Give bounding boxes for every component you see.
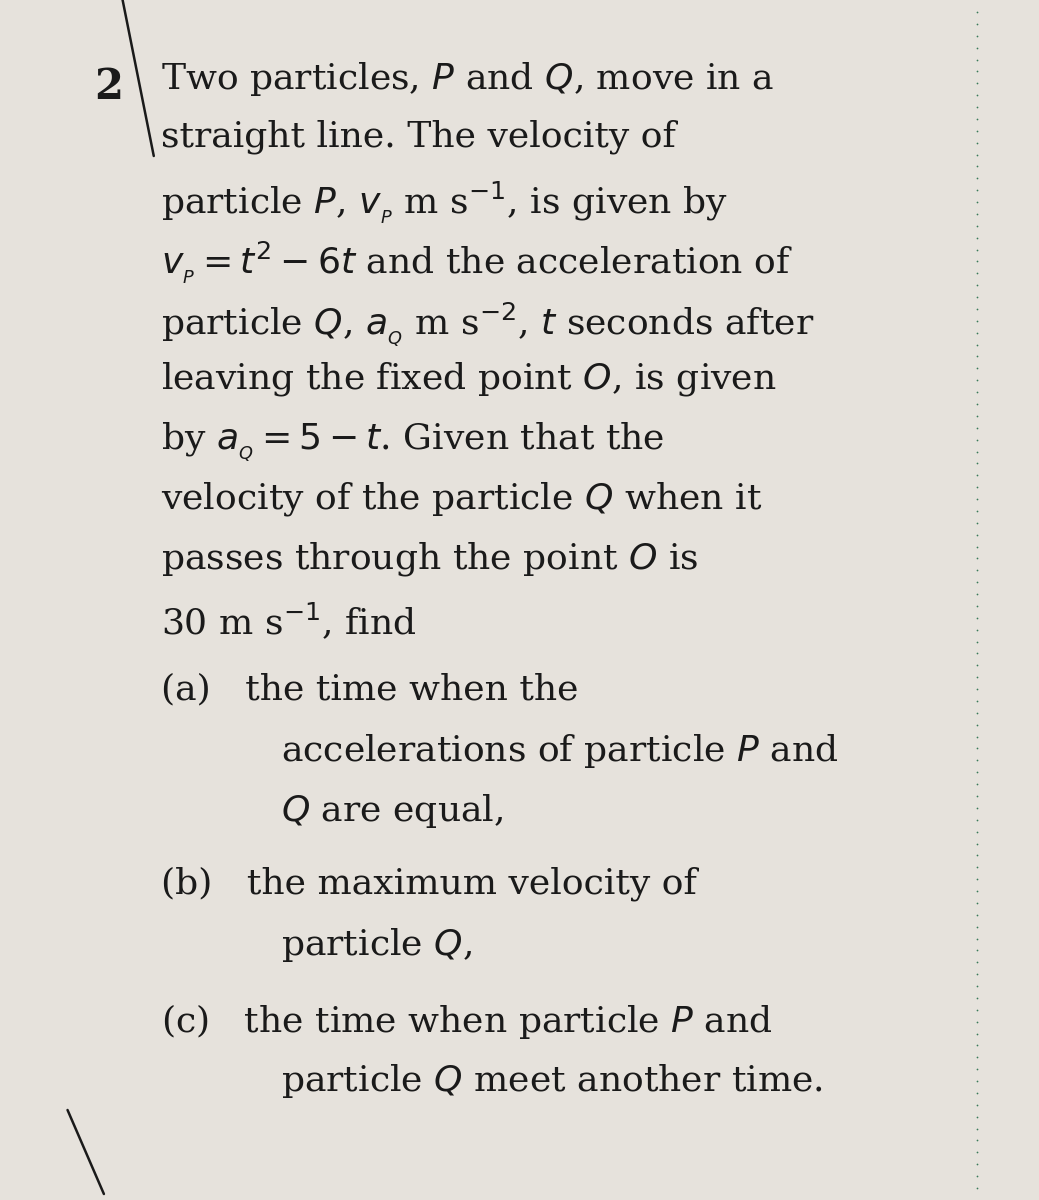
Text: particle $Q$ meet another time.: particle $Q$ meet another time. (281, 1062, 823, 1100)
Text: particle $Q$,: particle $Q$, (281, 926, 472, 965)
Text: passes through the point $O$ is: passes through the point $O$ is (161, 540, 698, 578)
Text: (c)   the time when particle $P$ and: (c) the time when particle $P$ and (161, 1002, 773, 1040)
Text: by $a_{_Q}=5-t$. Given that the: by $a_{_Q}=5-t$. Given that the (161, 420, 664, 463)
Text: $Q$ are equal,: $Q$ are equal, (281, 792, 503, 830)
Text: velocity of the particle $Q$ when it: velocity of the particle $Q$ when it (161, 480, 763, 518)
Text: $v_{_P}=t^2-6t$ and the acceleration of: $v_{_P}=t^2-6t$ and the acceleration of (161, 240, 793, 287)
Text: straight line. The velocity of: straight line. The velocity of (161, 120, 676, 155)
Text: particle $Q$, $a_{_Q}$ m s$^{-2}$, $t$ seconds after: particle $Q$, $a_{_Q}$ m s$^{-2}$, $t$ s… (161, 300, 815, 348)
Text: (b)   the maximum velocity of: (b) the maximum velocity of (161, 866, 697, 901)
Text: (a)   the time when the: (a) the time when the (161, 672, 579, 706)
Text: Two particles, $P$ and $Q$, move in a: Two particles, $P$ and $Q$, move in a (161, 60, 774, 98)
Text: accelerations of particle $P$ and: accelerations of particle $P$ and (281, 732, 838, 770)
Text: 2: 2 (95, 66, 124, 108)
Text: particle $P$, $v_{_P}$ m s$^{-1}$, is given by: particle $P$, $v_{_P}$ m s$^{-1}$, is gi… (161, 180, 728, 227)
Text: 30 m s$^{-1}$, find: 30 m s$^{-1}$, find (161, 600, 417, 641)
Text: leaving the fixed point $O$, is given: leaving the fixed point $O$, is given (161, 360, 777, 398)
